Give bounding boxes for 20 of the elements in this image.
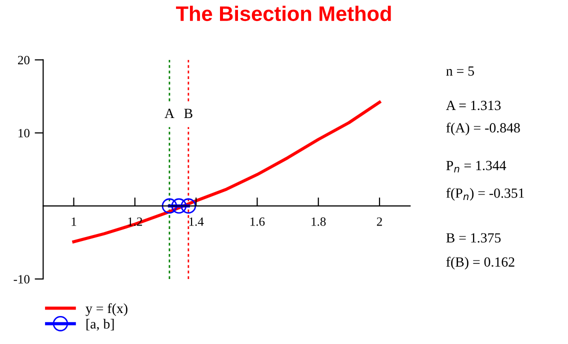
chart-title: The Bisection Method [176, 6, 391, 22]
text: P$_{n}$ = 1.344 [446, 160, 506, 172]
text: n = 5 [446, 66, 474, 76]
ref-line-label: A [164, 108, 174, 118]
legend-label: y = f(x) [86, 303, 128, 316]
x-tick-label: 2 [376, 217, 382, 226]
x-tick-label: 1.6 [250, 217, 265, 226]
legend-label: [a, b] [86, 318, 114, 331]
text: B = 1.375 [446, 233, 501, 243]
text: A = 1.313 [446, 100, 501, 110]
y-tick-label: 20 [18, 56, 30, 64]
x-tick-label: 1.8 [312, 217, 326, 226]
text: f(A) = -0.848 [446, 122, 520, 136]
x-tick-label: 1 [72, 217, 76, 226]
text: f(B) = 0.162 [446, 256, 514, 270]
text: f(P$_{n}$) = -0.351 [446, 188, 524, 201]
y-tick-label: -10 [14, 275, 30, 284]
y-tick-label: 10 [18, 128, 30, 138]
x-tick-label: 1.4 [189, 217, 204, 226]
ref-line-label: B [184, 108, 192, 118]
